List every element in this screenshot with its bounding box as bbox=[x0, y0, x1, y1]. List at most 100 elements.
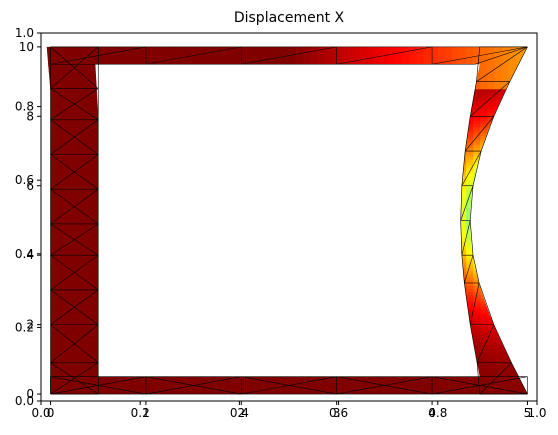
field-cell bbox=[225, 97, 233, 102]
field-cell bbox=[232, 68, 240, 72]
field-cell bbox=[126, 279, 134, 284]
field-cell bbox=[126, 182, 134, 187]
field-cell bbox=[48, 311, 56, 316]
field-cell bbox=[232, 203, 240, 207]
field-cell bbox=[97, 382, 106, 386]
field-cell bbox=[111, 273, 120, 278]
field-cell bbox=[83, 350, 92, 354]
field-cell bbox=[46, 388, 49, 392]
field-cell bbox=[46, 82, 49, 87]
field-cell bbox=[324, 273, 333, 278]
field-cell bbox=[274, 106, 283, 110]
field-cell bbox=[317, 103, 326, 107]
field-cell bbox=[232, 85, 240, 90]
field-cell bbox=[46, 276, 49, 281]
field-cell bbox=[331, 305, 340, 310]
field-cell bbox=[218, 153, 226, 157]
field-cell bbox=[182, 188, 191, 193]
field-cell bbox=[55, 209, 63, 213]
field-cell bbox=[118, 132, 127, 137]
field-cell bbox=[69, 376, 78, 380]
field-cell bbox=[147, 170, 155, 175]
field-cell bbox=[232, 297, 240, 301]
field-cell bbox=[69, 229, 78, 234]
field-cell bbox=[303, 179, 311, 184]
field-cell bbox=[140, 165, 148, 169]
field-cell bbox=[310, 135, 318, 140]
field-cell bbox=[232, 42, 240, 46]
field-cell bbox=[310, 165, 318, 169]
field-cell bbox=[118, 250, 127, 254]
field-cell bbox=[83, 261, 92, 266]
field-cell bbox=[204, 42, 212, 46]
field-cell bbox=[203, 165, 212, 169]
field-cell bbox=[310, 276, 318, 281]
field-cell bbox=[140, 264, 148, 269]
field-cell bbox=[239, 344, 248, 348]
field-cell bbox=[274, 294, 283, 298]
field-cell bbox=[126, 147, 134, 151]
field-cell bbox=[289, 68, 297, 72]
field-cell bbox=[90, 182, 99, 187]
field-cell bbox=[281, 361, 290, 366]
field-cell bbox=[267, 329, 276, 333]
field-cell bbox=[175, 91, 184, 96]
field-cell bbox=[133, 285, 141, 289]
field-cell bbox=[281, 118, 290, 122]
field-cell bbox=[111, 115, 120, 119]
field-cell bbox=[111, 300, 120, 304]
field-cell bbox=[76, 305, 85, 310]
field-cell bbox=[232, 244, 240, 248]
field-cell bbox=[175, 209, 184, 213]
field-cell bbox=[168, 214, 177, 219]
field-cell bbox=[260, 253, 269, 257]
field-cell bbox=[211, 156, 219, 160]
field-cell bbox=[147, 173, 155, 178]
field-cell bbox=[317, 270, 326, 275]
field-cell bbox=[281, 214, 290, 219]
field-cell bbox=[218, 185, 226, 190]
field-cell bbox=[133, 109, 141, 113]
field-cell bbox=[90, 250, 99, 254]
field-cell bbox=[168, 88, 177, 93]
field-cell bbox=[76, 279, 85, 284]
field-cell bbox=[48, 256, 56, 260]
field-cell bbox=[289, 46, 297, 49]
field-cell bbox=[296, 332, 304, 336]
field-cell bbox=[232, 382, 240, 386]
field-cell bbox=[90, 364, 99, 369]
field-cell bbox=[118, 197, 127, 201]
field-cell bbox=[118, 106, 127, 110]
field-cell bbox=[161, 91, 170, 96]
field-cell bbox=[168, 132, 177, 137]
field-cell bbox=[218, 276, 226, 281]
field-cell bbox=[267, 115, 276, 119]
field-cell bbox=[218, 376, 226, 380]
field-cell bbox=[69, 88, 78, 93]
field-cell bbox=[317, 247, 326, 251]
field-cell bbox=[46, 100, 49, 104]
field-cell bbox=[97, 273, 106, 278]
field-cell bbox=[246, 214, 255, 219]
field-cell bbox=[111, 217, 120, 222]
field-cell bbox=[97, 347, 106, 351]
field-cell bbox=[317, 179, 326, 184]
field-cell bbox=[126, 329, 134, 333]
field-cell bbox=[175, 270, 184, 275]
field-cell bbox=[48, 297, 56, 301]
field-cell bbox=[48, 305, 56, 310]
field-cell bbox=[62, 241, 70, 245]
field-cell bbox=[140, 153, 148, 157]
field-cell bbox=[310, 288, 318, 292]
field-cell bbox=[133, 167, 141, 172]
field-cell bbox=[196, 203, 205, 207]
field-cell bbox=[126, 173, 134, 178]
field-cell bbox=[76, 109, 85, 113]
field-cell bbox=[331, 197, 340, 201]
field-cell bbox=[111, 109, 120, 113]
field-cell bbox=[69, 258, 78, 263]
field-cell bbox=[169, 42, 177, 46]
field-cell bbox=[203, 56, 212, 60]
field-cell bbox=[154, 270, 163, 275]
field-cell bbox=[111, 165, 120, 169]
